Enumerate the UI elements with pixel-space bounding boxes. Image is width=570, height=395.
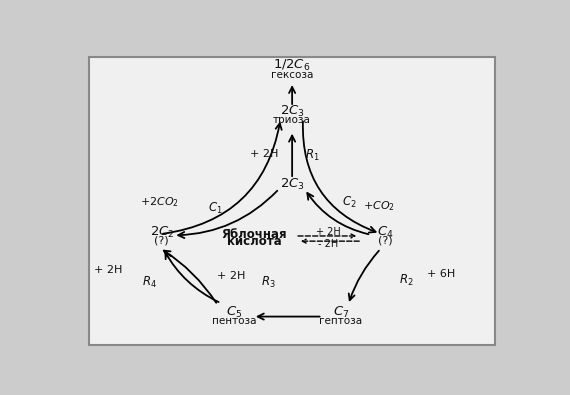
Text: + 2H: + 2H (250, 149, 279, 159)
Text: $2C_3$: $2C_3$ (280, 104, 304, 119)
Text: Яблочная: Яблочная (222, 228, 287, 241)
Text: - 2H: - 2H (318, 239, 339, 249)
Text: $R_2$: $R_2$ (399, 273, 414, 288)
Text: $C_5$: $C_5$ (226, 305, 242, 320)
Text: $2C_2$: $2C_2$ (149, 226, 174, 241)
Text: + 2H: + 2H (316, 227, 341, 237)
Text: $R_4$: $R_4$ (142, 275, 157, 290)
Text: гексоза: гексоза (271, 70, 314, 80)
Text: + 6H: + 6H (427, 269, 455, 279)
FancyBboxPatch shape (89, 56, 495, 346)
Text: $1/2C_6$: $1/2C_6$ (274, 58, 311, 73)
Text: кислота: кислота (227, 235, 282, 248)
Text: $2C_3$: $2C_3$ (280, 177, 304, 192)
Text: $R_1$: $R_1$ (306, 148, 320, 163)
Text: $C_1$: $C_1$ (208, 201, 223, 216)
Text: гептоза: гептоза (319, 316, 363, 325)
Text: (?): (?) (154, 235, 169, 246)
Text: $+CO_2$: $+CO_2$ (363, 199, 395, 213)
Text: (?): (?) (377, 235, 392, 246)
Text: $C_4$: $C_4$ (377, 226, 393, 241)
Text: + 2H: + 2H (93, 265, 122, 275)
Text: $C_7$: $C_7$ (332, 305, 349, 320)
Text: триоза: триоза (273, 115, 311, 125)
Text: $R_3$: $R_3$ (261, 275, 276, 290)
Text: пентоза: пентоза (211, 316, 256, 325)
Text: + 2H: + 2H (217, 271, 246, 280)
Text: $+2CO_2$: $+2CO_2$ (140, 196, 180, 209)
Text: $C_2$: $C_2$ (341, 195, 356, 210)
